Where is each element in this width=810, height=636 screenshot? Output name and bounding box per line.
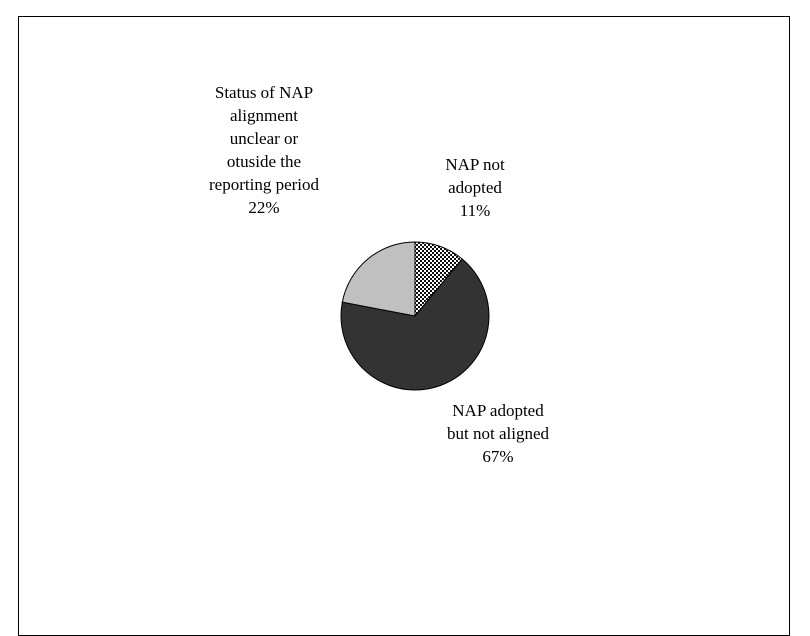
slice-label-line: but not aligned (447, 424, 549, 443)
slice-label-2: Status of NAP alignment unclear or otuside … (209, 83, 319, 217)
slice-percent: 22% (248, 198, 279, 217)
slice-label-line: alignment (230, 106, 298, 125)
pie-chart: NAP not adopted 11% NAP adopted but not alig… (209, 83, 549, 466)
slice-label-line: unclear or (230, 129, 299, 148)
slice-label-line: NAP not (445, 155, 505, 174)
slice-label-line: reporting period (209, 175, 319, 194)
slice-label-line: adopted (448, 178, 502, 197)
slice-label-line: NAP adopted (452, 401, 544, 420)
slice-label-1: NAP adopted but not aligned 67% (447, 401, 549, 466)
slice-percent: 67% (482, 447, 513, 466)
slice-label-line: Status of NAP (215, 83, 313, 102)
pie-slice-2 (341, 241, 416, 317)
pie-slice-1 (340, 258, 490, 391)
slice-label-line: otuside the (227, 152, 301, 171)
slice-percent: 11% (460, 201, 491, 220)
slice-label-0: NAP not adopted 11% (445, 155, 505, 220)
